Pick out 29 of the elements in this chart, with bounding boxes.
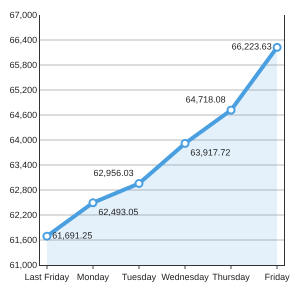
- y-tick-label: 62,200: [10, 210, 38, 220]
- data-label: 61,691.25: [52, 230, 92, 240]
- y-tick-label: 61,600: [10, 235, 38, 246]
- y-tick-label: 64,600: [10, 110, 38, 120]
- y-tick-label: 61,000: [10, 260, 38, 270]
- y-tick-label: 63,400: [10, 160, 38, 170]
- data-label: 66,223.63: [232, 42, 272, 52]
- point: [134, 179, 144, 188]
- y-tick-label: 64,000: [10, 135, 38, 146]
- point: [42, 232, 52, 241]
- data-label: 62,493.05: [98, 206, 138, 217]
- point: [226, 106, 236, 115]
- x-tick-label: Tuesday: [122, 272, 157, 282]
- x-tick-label: Monday: [76, 272, 110, 282]
- data-label: 64,718.08: [186, 94, 226, 104]
- x-tick-label: Friday: [264, 272, 290, 282]
- data-label: 63,917.72: [190, 148, 230, 158]
- x-tick-label: Thursday: [212, 272, 250, 282]
- point: [88, 198, 98, 208]
- data-label: 62,956.03: [94, 168, 134, 178]
- y-tick-label: 67,000: [10, 10, 38, 20]
- x-tick-label: Wednesday: [161, 272, 210, 282]
- y-tick-label: 65,800: [10, 60, 38, 70]
- y-tick-label: 62,800: [10, 185, 38, 196]
- point: [180, 138, 190, 148]
- x-tick-label: Last Friday: [24, 272, 70, 282]
- point: [272, 42, 282, 52]
- y-tick-label: 66,400: [10, 35, 38, 46]
- y-tick-label: 65,200: [10, 85, 38, 96]
